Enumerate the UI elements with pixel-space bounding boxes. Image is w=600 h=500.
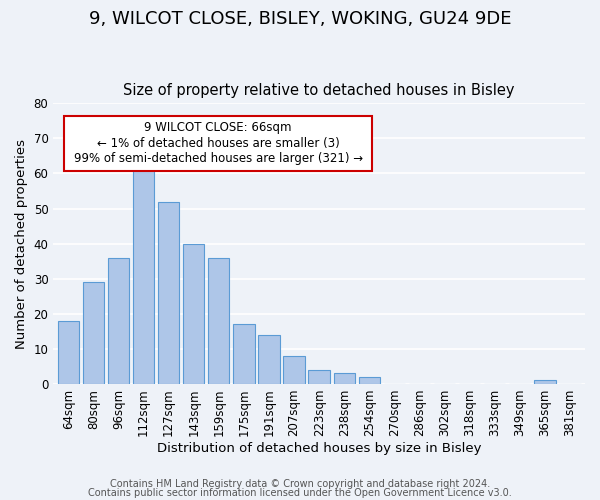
Y-axis label: Number of detached properties: Number of detached properties (15, 138, 28, 348)
Bar (334, 374, 355, 384)
Bar (534, 380, 556, 384)
Bar (259, 335, 280, 384)
Bar (208, 258, 229, 384)
Bar (133, 156, 154, 384)
Text: 9 WILCOT CLOSE: 66sqm: 9 WILCOT CLOSE: 66sqm (145, 121, 292, 134)
X-axis label: Distribution of detached houses by size in Bisley: Distribution of detached houses by size … (157, 442, 481, 455)
Title: Size of property relative to detached houses in Bisley: Size of property relative to detached ho… (124, 83, 515, 98)
Text: Contains HM Land Registry data © Crown copyright and database right 2024.: Contains HM Land Registry data © Crown c… (110, 479, 490, 489)
Text: Contains public sector information licensed under the Open Government Licence v3: Contains public sector information licen… (88, 488, 512, 498)
Text: ← 1% of detached houses are smaller (3): ← 1% of detached houses are smaller (3) (97, 136, 340, 149)
Text: 99% of semi-detached houses are larger (321) →: 99% of semi-detached houses are larger (… (74, 152, 362, 166)
Bar (308, 370, 330, 384)
Bar (58, 321, 79, 384)
FancyBboxPatch shape (64, 116, 373, 170)
Bar (108, 258, 129, 384)
Bar (83, 282, 104, 384)
Bar (158, 202, 179, 384)
Bar (233, 324, 254, 384)
Text: 9, WILCOT CLOSE, BISLEY, WOKING, GU24 9DE: 9, WILCOT CLOSE, BISLEY, WOKING, GU24 9D… (89, 10, 511, 28)
Bar (359, 377, 380, 384)
Bar (183, 244, 205, 384)
Bar (283, 356, 305, 384)
